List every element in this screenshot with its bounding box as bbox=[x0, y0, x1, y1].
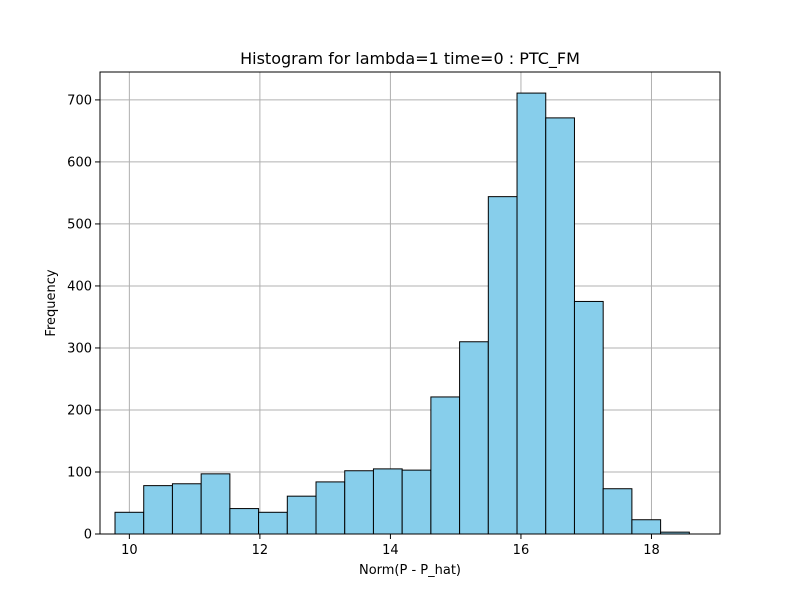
y-tick-label: 400 bbox=[67, 279, 92, 294]
histogram-bar bbox=[631, 519, 662, 535]
histogram-bar bbox=[401, 469, 432, 535]
y-tick-label: 100 bbox=[67, 465, 92, 480]
histogram-bar bbox=[545, 117, 575, 535]
y-tick-label: 500 bbox=[67, 217, 92, 232]
histogram-bar bbox=[143, 485, 173, 535]
histogram-bar bbox=[487, 196, 518, 535]
histogram-bar bbox=[459, 341, 489, 535]
histogram-bar bbox=[344, 470, 374, 535]
grid bbox=[100, 72, 720, 535]
histogram-bar bbox=[171, 483, 202, 535]
y-tick-label: 600 bbox=[67, 155, 92, 170]
x-tick-label: 18 bbox=[643, 543, 660, 558]
histogram-bar bbox=[315, 481, 346, 535]
histogram-bar bbox=[286, 495, 317, 535]
plot-area-frame bbox=[99, 71, 721, 535]
y-tick-label: 700 bbox=[67, 93, 92, 108]
histogram-bar bbox=[573, 300, 604, 535]
y-tick-label: 300 bbox=[67, 341, 92, 356]
chart-title: Histogram for lambda=1 time=0 : PTC_FM bbox=[240, 49, 580, 69]
histogram-bar bbox=[258, 511, 288, 535]
x-tick-label: 14 bbox=[382, 543, 399, 558]
y-tick-label: 200 bbox=[67, 403, 92, 418]
y-axis-label: Frequency bbox=[44, 269, 59, 336]
bars bbox=[114, 92, 690, 535]
x-axis-label: Norm(P - P_hat) bbox=[359, 563, 461, 578]
histogram-bar bbox=[602, 488, 633, 535]
x-tick-label: 16 bbox=[513, 543, 530, 558]
histogram-bar bbox=[200, 473, 231, 535]
histogram-bar bbox=[430, 396, 461, 535]
x-tick-label: 12 bbox=[252, 543, 269, 558]
histogram-bar bbox=[114, 511, 145, 535]
axis-ticks: 10 12 14 16 18 0 100 200 300 400 500 600 700 bbox=[67, 93, 660, 558]
x-tick-label: 10 bbox=[121, 543, 138, 558]
histogram-bar bbox=[229, 508, 260, 535]
y-tick-label: 0 bbox=[84, 528, 92, 543]
histogram-bar bbox=[372, 468, 403, 535]
histogram-bar bbox=[516, 92, 547, 535]
